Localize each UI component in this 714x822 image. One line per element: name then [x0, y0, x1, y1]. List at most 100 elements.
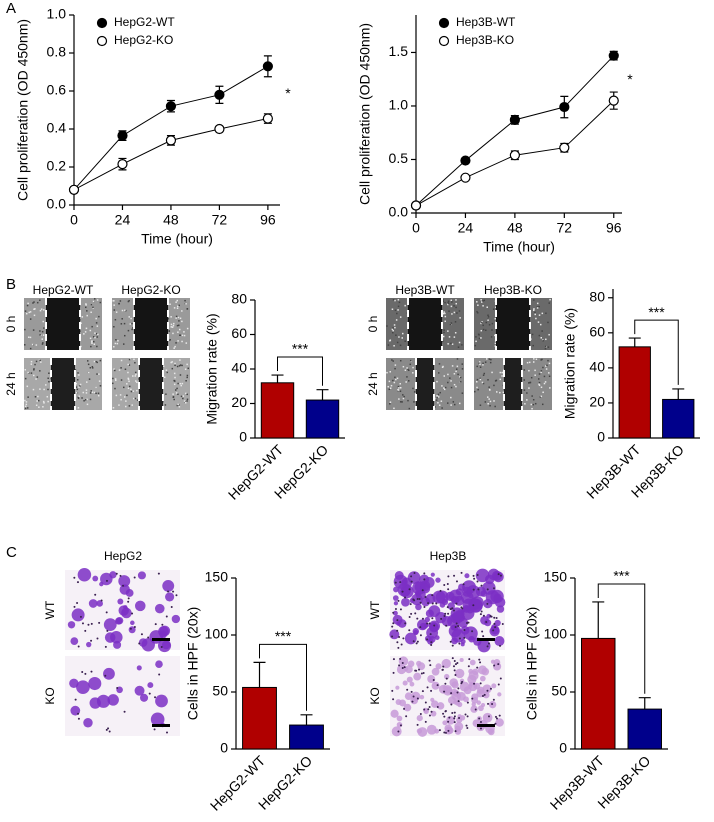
texture	[86, 314, 88, 317]
texture	[29, 318, 32, 320]
texture	[486, 396, 489, 398]
texture	[523, 379, 526, 381]
pore	[430, 641, 433, 644]
texture	[39, 334, 41, 336]
marker	[460, 155, 471, 166]
pore	[494, 715, 497, 718]
pore	[116, 686, 119, 689]
legend-marker	[438, 17, 450, 29]
texture	[82, 391, 85, 394]
texture	[542, 339, 544, 342]
pore	[98, 621, 101, 624]
texture	[125, 400, 127, 402]
texture	[455, 368, 458, 370]
texture	[171, 367, 174, 370]
texture	[443, 331, 445, 334]
texture	[523, 369, 526, 371]
pore	[497, 573, 500, 576]
cell	[491, 683, 497, 689]
cell	[480, 675, 486, 682]
cell	[435, 612, 447, 624]
pore	[487, 702, 490, 705]
texture	[436, 395, 438, 397]
texture	[120, 379, 123, 381]
pore	[436, 705, 439, 708]
texture	[405, 381, 407, 383]
texture	[39, 299, 41, 301]
cell	[117, 598, 124, 605]
y-tick-label: 100	[544, 626, 568, 642]
pore	[428, 659, 431, 662]
texture	[480, 299, 482, 301]
texture	[545, 368, 548, 370]
pore	[392, 698, 395, 701]
texture	[34, 308, 36, 310]
cell	[431, 681, 440, 690]
texture	[544, 381, 547, 383]
pore	[399, 581, 402, 584]
pore	[166, 731, 169, 734]
pore	[147, 636, 150, 639]
texture	[131, 404, 133, 406]
pore	[444, 612, 447, 615]
pore	[453, 574, 456, 577]
texture	[394, 364, 397, 366]
texture	[483, 372, 486, 375]
cell	[441, 658, 451, 669]
pore	[474, 708, 477, 711]
texture	[40, 308, 43, 310]
texture	[177, 393, 179, 396]
texture	[173, 307, 176, 309]
texture	[453, 373, 456, 375]
legend-marker	[438, 35, 450, 47]
texture	[36, 400, 38, 402]
pore	[455, 580, 458, 583]
y-tick-label: 150	[544, 569, 568, 585]
cell	[70, 637, 79, 645]
texture	[75, 386, 78, 388]
cell	[395, 685, 400, 690]
scratch-gap	[46, 298, 80, 350]
pore	[446, 583, 449, 586]
texture	[451, 301, 453, 303]
texture	[399, 390, 402, 392]
pore	[472, 588, 475, 591]
texture	[185, 342, 188, 344]
texture	[528, 361, 531, 364]
texture	[442, 299, 444, 301]
texture	[136, 381, 138, 384]
texture	[178, 320, 180, 322]
pore	[396, 619, 399, 622]
cell	[459, 657, 464, 663]
pore	[148, 692, 151, 695]
texture	[78, 386, 80, 388]
texture	[95, 322, 98, 324]
texture	[538, 373, 541, 375]
pore	[486, 588, 489, 591]
texture	[33, 368, 35, 370]
cell	[162, 579, 175, 592]
cell	[417, 727, 428, 737]
texture	[38, 399, 40, 402]
texture	[390, 384, 393, 387]
texture	[453, 336, 456, 338]
cell	[134, 685, 145, 696]
texture	[162, 365, 165, 368]
texture	[112, 407, 115, 409]
pore	[81, 670, 84, 673]
texture	[171, 361, 173, 363]
texture	[487, 319, 489, 321]
cell	[451, 691, 462, 701]
pore	[451, 657, 454, 660]
texture	[97, 333, 99, 336]
texture	[450, 322, 453, 324]
cell	[134, 600, 146, 612]
pore	[444, 710, 447, 713]
pore	[457, 624, 460, 627]
pore	[106, 629, 109, 632]
texture	[95, 360, 97, 363]
texture	[456, 365, 459, 368]
bar	[662, 398, 695, 439]
pore	[392, 658, 395, 661]
pore	[84, 672, 87, 675]
